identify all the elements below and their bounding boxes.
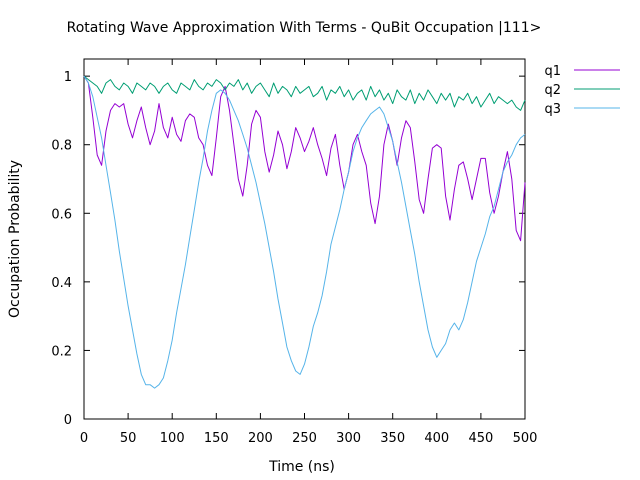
x-tick-label: 100: [160, 431, 185, 446]
x-tick-label: 50: [120, 431, 137, 446]
y-tick-label: 1: [64, 70, 72, 85]
x-tick-label: 350: [380, 431, 405, 446]
x-tick-label: 300: [336, 431, 361, 446]
legend-label-q3: q3: [544, 102, 561, 117]
legend-label-q2: q2: [544, 83, 561, 98]
legend-label-q1: q1: [544, 64, 561, 79]
y-tick-label: 0.2: [51, 344, 72, 359]
x-tick-label: 400: [424, 431, 449, 446]
x-tick-label: 500: [513, 431, 538, 446]
x-axis-label: Time (ns): [268, 459, 335, 475]
y-axis-ticks: 0 0.2 0.4 0.6 0.8 1: [51, 70, 525, 428]
x-tick-label: 250: [292, 431, 317, 446]
series-line-q1: [83, 75, 526, 242]
series-line-q3: [83, 75, 526, 389]
series-lines: [83, 75, 526, 389]
y-axis-label: Occupation Probability: [7, 160, 23, 318]
x-tick-label: 450: [468, 431, 493, 446]
x-axis-ticks: 0 50 100 150 200 250 300 350 400 450 500: [80, 59, 538, 446]
y-tick-label: 0.8: [51, 139, 72, 154]
legend: q1 q2 q3: [544, 64, 620, 117]
y-tick-label: 0.4: [51, 276, 72, 291]
x-tick-label: 200: [248, 431, 273, 446]
y-tick-label: 0.6: [51, 207, 72, 222]
chart-title: Rotating Wave Approximation With Terms -…: [67, 20, 542, 36]
x-tick-label: 150: [204, 431, 229, 446]
x-tick-label: 0: [80, 431, 88, 446]
series-line-q2: [83, 75, 526, 111]
y-tick-label: 0: [64, 413, 72, 428]
